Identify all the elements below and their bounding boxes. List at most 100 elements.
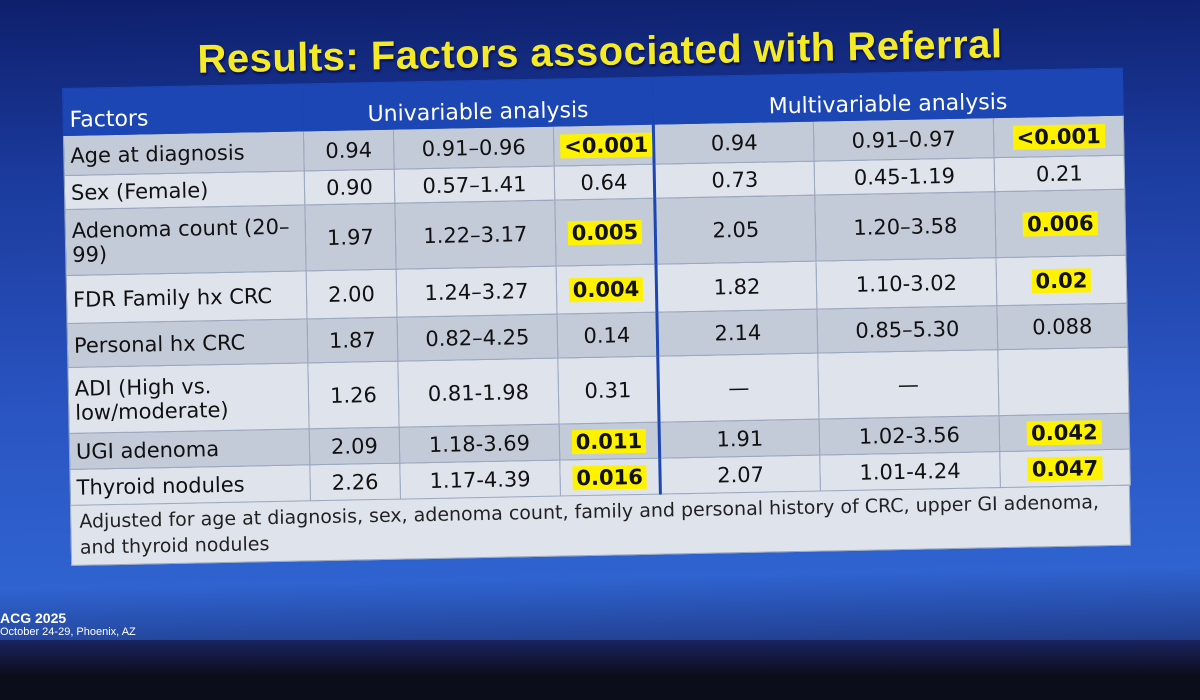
factor-cell-text: Adenoma count (20–99) — [71, 214, 290, 267]
header-factors: Factors — [62, 83, 304, 136]
multivariable-p-cell: 0.21 — [994, 155, 1125, 192]
table-body: Age at diagnosis 0.94 0.91–0.96 <0.001 0.94 0… — [63, 115, 1131, 506]
univariable-ci-cell: 1.18-3.69 — [399, 424, 560, 464]
conference-location: October 24-29, Phoenix, AZ — [0, 626, 136, 638]
factor-cell: Adenoma count (20–99) — [64, 204, 307, 276]
univariable-or-cell: 1.87 — [306, 317, 398, 363]
factor-cell: Personal hx CRC — [67, 318, 308, 368]
multivariable-p-cell-text: 0.088 — [1032, 313, 1093, 339]
multivariable-ci-cell-text: 1.20–3.58 — [853, 213, 958, 240]
multivariable-ci-cell: 1.01-4.24 — [819, 451, 1001, 492]
univariable-or-cell: 0.90 — [304, 169, 395, 205]
univariable-ci-cell: 1.24–3.27 — [396, 266, 557, 318]
multivariable-or-cell-text: 0.73 — [711, 167, 759, 193]
univariable-or-cell-text: 2.09 — [330, 433, 379, 459]
univariable-p-cell: 0.005 — [554, 198, 657, 267]
univariable-or-cell-text: 1.87 — [328, 327, 376, 353]
factor-cell-text: Personal hx CRC — [73, 330, 246, 358]
multivariable-or-cell-text: 2.07 — [716, 462, 765, 487]
factor-cell-text: UGI adenoma — [75, 436, 220, 464]
room-bottom — [0, 640, 1200, 700]
univariable-or-cell: 2.09 — [309, 427, 400, 465]
univariable-p-cell-text: 0.011 — [571, 428, 647, 454]
univariable-or-cell: 2.26 — [309, 463, 401, 501]
multivariable-p-cell-text: 0.21 — [1035, 160, 1083, 186]
multivariable-or-cell: 1.82 — [656, 261, 817, 313]
multivariable-or-cell: 0.73 — [654, 161, 815, 199]
univariable-or-cell-text: 1.97 — [326, 224, 375, 250]
univariable-p-cell: 0.016 — [559, 458, 661, 497]
multivariable-or-cell-text: — — [728, 375, 750, 400]
multivariable-or-cell: 0.94 — [653, 121, 815, 165]
univariable-p-cell-text: 0.004 — [568, 276, 644, 302]
univariable-ci-cell-text: 0.91–0.96 — [421, 134, 526, 161]
univariable-ci-cell-text: 1.22–3.17 — [423, 221, 528, 248]
multivariable-ci-cell-text: 0.85–5.30 — [855, 316, 960, 343]
univariable-p-cell: 0.011 — [559, 422, 660, 461]
multivariable-or-cell-text: 1.82 — [713, 274, 761, 300]
multivariable-or-cell-text: 1.91 — [716, 426, 764, 451]
multivariable-p-cell: 0.088 — [996, 303, 1128, 350]
multivariable-ci-cell-text: 1.01-4.24 — [859, 458, 961, 485]
univariable-or-cell-text: 0.94 — [325, 137, 373, 163]
multivariable-ci-cell: 0.85–5.30 — [816, 305, 998, 354]
multivariable-ci-cell-text: — — [897, 372, 920, 397]
multivariable-p-cell: 0.047 — [999, 449, 1131, 488]
univariable-ci-cell-text: 1.18-3.69 — [428, 430, 531, 457]
univariable-or-cell: 2.00 — [306, 269, 397, 319]
univariable-p-cell: <0.001 — [553, 124, 655, 167]
factor-cell: Sex (Female) — [64, 170, 305, 210]
multivariable-p-cell — [997, 347, 1129, 416]
results-table-container: Factors Univariable analysis Multivariab… — [62, 68, 1131, 567]
multivariable-ci-cell: — — [817, 349, 999, 420]
factor-cell-text: Sex (Female) — [70, 177, 209, 205]
univariable-or-cell: 1.97 — [304, 203, 397, 271]
conference-logo: ACG 2025 — [0, 610, 67, 626]
conference-footer: ACG 2025 October 24-29, Phoenix, AZ — [0, 610, 136, 638]
multivariable-or-cell: 2.07 — [659, 455, 821, 495]
multivariable-or-cell-text: 0.94 — [710, 130, 758, 156]
multivariable-p-cell: 0.042 — [998, 413, 1130, 452]
multivariable-p-cell-text: <0.001 — [1012, 123, 1105, 150]
univariable-p-cell-text: 0.64 — [580, 169, 628, 195]
univariable-or-cell-text: 0.90 — [325, 174, 374, 200]
factor-cell: ADI (High vs. low/moderate) — [67, 362, 310, 434]
factor-cell-text: Age at diagnosis — [70, 140, 245, 168]
univariable-p-cell-text: 0.14 — [583, 322, 631, 348]
univariable-ci-cell: 0.81-1.98 — [397, 358, 560, 428]
univariable-ci-cell: 0.57–1.41 — [394, 166, 555, 204]
multivariable-p-cell-text: 0.042 — [1026, 419, 1102, 446]
univariable-ci-cell-text: 1.17-4.39 — [429, 466, 531, 493]
multivariable-p-cell-text: 0.006 — [1022, 210, 1098, 237]
header-univariable: Univariable analysis — [302, 77, 654, 131]
factor-cell-text: Thyroid nodules — [76, 472, 245, 500]
univariable-ci-cell-text: 0.57–1.41 — [422, 171, 527, 198]
univariable-ci-cell: 1.22–3.17 — [394, 200, 557, 270]
multivariable-ci-cell: 0.45-1.19 — [814, 157, 995, 196]
multivariable-p-cell: <0.001 — [993, 115, 1125, 158]
factor-cell: Age at diagnosis — [63, 130, 305, 176]
multivariable-ci-cell-text: 0.91–0.97 — [851, 126, 956, 153]
multivariable-p-cell-text: 0.047 — [1027, 455, 1103, 482]
univariable-ci-cell: 0.91–0.96 — [393, 126, 555, 170]
univariable-or-cell: 1.26 — [307, 361, 400, 429]
multivariable-or-cell-text: 2.05 — [712, 217, 760, 243]
univariable-p-cell: 0.31 — [557, 356, 660, 425]
multivariable-ci-cell: 0.91–0.97 — [813, 117, 995, 162]
multivariable-ci-cell: 1.20–3.58 — [814, 191, 996, 262]
factor-cell-text: FDR Family hx CRC — [72, 283, 273, 312]
multivariable-ci-cell-text: 0.45-1.19 — [853, 163, 956, 190]
multivariable-p-cell-text: 0.02 — [1031, 267, 1092, 293]
univariable-ci-cell-text: 0.82–4.25 — [425, 324, 530, 351]
univariable-or-cell-text: 2.00 — [327, 281, 376, 307]
univariable-or-cell-text: 1.26 — [329, 382, 378, 408]
factor-cell: Thyroid nodules — [69, 464, 311, 506]
multivariable-p-cell: 0.02 — [995, 255, 1127, 306]
factor-cell-text: ADI (High vs. low/moderate) — [74, 373, 229, 425]
multivariable-or-cell: — — [657, 353, 820, 423]
multivariable-ci-cell-text: 1.10-3.02 — [855, 270, 958, 297]
results-table: Factors Univariable analysis Multivariab… — [62, 68, 1131, 506]
multivariable-or-cell-text: 2.14 — [714, 320, 762, 346]
multivariable-or-cell: 1.91 — [659, 419, 820, 459]
factor-cell: FDR Family hx CRC — [66, 270, 307, 324]
